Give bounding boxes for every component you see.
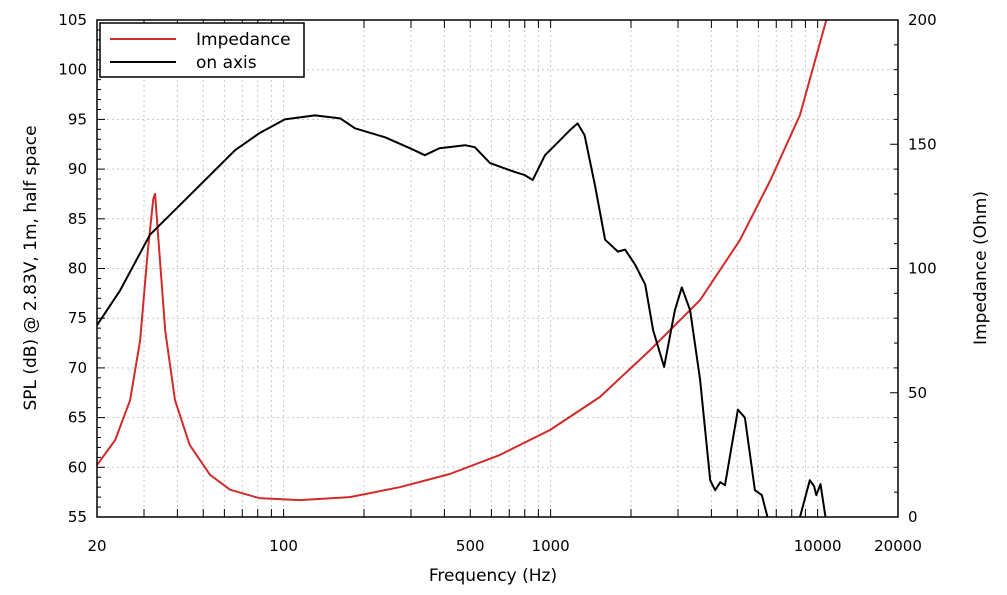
x-tick-label: 10000 <box>794 537 842 555</box>
y-tick-label: 105 <box>58 11 87 29</box>
x-axis-label: Frequency (Hz) <box>429 566 557 586</box>
y-tick-label: 60 <box>68 458 87 476</box>
y-tick-label: 80 <box>68 260 87 278</box>
x-tick-label: 500 <box>456 537 485 555</box>
x-tick-label: 20000 <box>874 537 922 555</box>
y-axis-label: SPL (dB) @ 2.83V, 1m, half space <box>21 125 41 410</box>
y2-axis-label: Impedance (Ohm) <box>971 191 991 345</box>
y2-tick-label: 0 <box>908 508 918 526</box>
y-tick-label: 65 <box>68 409 87 427</box>
y-tick-label: 55 <box>68 508 87 526</box>
y2-tick-label: 100 <box>908 260 937 278</box>
y-tick-label: 70 <box>68 359 87 377</box>
y2-tick-label: 200 <box>908 11 937 29</box>
y-tick-label: 95 <box>68 110 87 128</box>
on-axis-spl-line <box>96 114 769 518</box>
series-group <box>96 19 828 518</box>
y2-tick-label: 150 <box>908 135 937 153</box>
legend-label-impedance: Impedance <box>196 30 291 50</box>
y-tick-label: 90 <box>68 160 87 178</box>
axis-ticks: 20 100 500 1000 10000 20000556065707580859095… <box>58 11 936 555</box>
y-tick-label: 75 <box>68 309 87 327</box>
legend: Impedance on axis <box>99 22 305 78</box>
x-tick-label: 100 <box>269 537 298 555</box>
y2-tick-label: 50 <box>908 384 927 402</box>
on-axis-spl-line <box>799 479 827 518</box>
impedance-line <box>96 19 828 502</box>
grid <box>97 20 898 517</box>
y-tick-label: 100 <box>58 61 87 79</box>
legend-label-on-axis: on axis <box>196 53 257 73</box>
x-tick-label: 1000 <box>532 537 570 555</box>
x-tick-label: 20 <box>87 537 106 555</box>
y-tick-label: 85 <box>68 210 87 228</box>
legend-box <box>99 22 305 78</box>
plot-frame <box>96 19 899 518</box>
